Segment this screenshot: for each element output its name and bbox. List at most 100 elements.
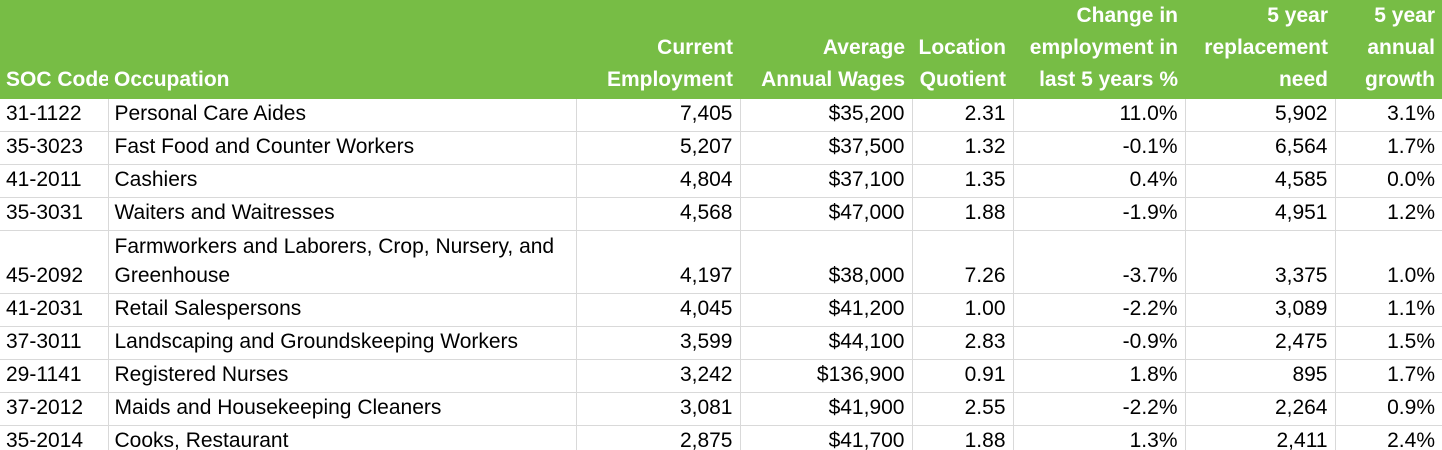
cell-current-employment[interactable]: 3,081: [576, 392, 741, 426]
table-row: 29-1141 Registered Nurses 3,242 $136,900…: [0, 359, 1442, 393]
cell-current-employment[interactable]: 4,045: [576, 293, 741, 327]
cell-location-quotient[interactable]: 1.00: [912, 293, 1014, 327]
cell-soc-code[interactable]: 41-2031: [0, 293, 109, 327]
cell-replacement-need[interactable]: 3,089: [1185, 293, 1336, 327]
table-row: 45-2092 Farmworkers and Laborers, Crop, …: [0, 230, 1442, 294]
cell-replacement-need[interactable]: 6,564: [1185, 131, 1336, 165]
header-line: annual: [1367, 36, 1435, 59]
cell-change-in-employment[interactable]: 0.4%: [1013, 164, 1186, 198]
cell-location-quotient[interactable]: 0.91: [912, 359, 1014, 393]
cell-location-quotient[interactable]: 7.26: [912, 230, 1014, 294]
cell-replacement-need[interactable]: 2,264: [1185, 392, 1336, 426]
cell-annual-growth[interactable]: 0.9%: [1335, 392, 1442, 426]
cell-annual-growth[interactable]: 1.0%: [1335, 230, 1442, 294]
cell-soc-code[interactable]: 37-2012: [0, 392, 109, 426]
header-location-quotient[interactable]: Location Quotient: [912, 0, 1013, 99]
header-current-employment[interactable]: Current Employment: [576, 0, 740, 99]
cell-replacement-need[interactable]: 895: [1185, 359, 1336, 393]
cell-annual-growth[interactable]: 2.4%: [1335, 425, 1442, 450]
cell-occupation[interactable]: Fast Food and Counter Workers: [108, 131, 577, 165]
cell-current-employment[interactable]: 3,599: [576, 326, 741, 360]
cell-occupation[interactable]: Cashiers: [108, 164, 577, 198]
cell-soc-code[interactable]: 31-1122: [0, 99, 109, 132]
cell-annual-growth[interactable]: 1.1%: [1335, 293, 1442, 327]
cell-annual-growth[interactable]: 0.0%: [1335, 164, 1442, 198]
header-line: Current: [657, 36, 733, 59]
header-occupation[interactable]: Occupation: [108, 0, 576, 99]
cell-soc-code[interactable]: 35-2014: [0, 425, 109, 450]
cell-location-quotient[interactable]: 1.88: [912, 197, 1014, 231]
header-annual-growth[interactable]: 5 year annual growth: [1335, 0, 1442, 99]
cell-change-in-employment[interactable]: -3.7%: [1013, 230, 1186, 294]
cell-current-employment[interactable]: 2,875: [576, 425, 741, 450]
header-line: 5 year: [1267, 4, 1328, 27]
cell-current-employment[interactable]: 4,804: [576, 164, 741, 198]
cell-annual-growth[interactable]: 1.7%: [1335, 359, 1442, 393]
cell-annual-growth[interactable]: 1.5%: [1335, 326, 1442, 360]
cell-replacement-need[interactable]: 4,951: [1185, 197, 1336, 231]
cell-soc-code[interactable]: 37-3011: [0, 326, 109, 360]
header-average-annual-wages[interactable]: Average Annual Wages: [740, 0, 912, 99]
cell-location-quotient[interactable]: 2.55: [912, 392, 1014, 426]
cell-occupation[interactable]: Landscaping and Groundskeeping Workers: [108, 326, 577, 360]
header-line: Quotient: [919, 68, 1006, 91]
cell-change-in-employment[interactable]: -2.2%: [1013, 293, 1186, 327]
cell-average-annual-wages[interactable]: $37,100: [740, 164, 913, 198]
cell-change-in-employment[interactable]: -2.2%: [1013, 392, 1186, 426]
header-replacement-need[interactable]: 5 year replacement need: [1185, 0, 1335, 99]
cell-replacement-need[interactable]: 3,375: [1185, 230, 1336, 294]
cell-current-employment[interactable]: 4,197: [576, 230, 741, 294]
cell-soc-code[interactable]: 35-3023: [0, 131, 109, 165]
cell-soc-code[interactable]: 35-3031: [0, 197, 109, 231]
cell-soc-code[interactable]: 45-2092: [0, 230, 109, 294]
header-change-in-employment[interactable]: Change in employment in last 5 years %: [1013, 0, 1185, 99]
cell-current-employment[interactable]: 4,568: [576, 197, 741, 231]
cell-annual-growth[interactable]: 3.1%: [1335, 99, 1442, 132]
cell-location-quotient[interactable]: 1.88: [912, 425, 1014, 450]
cell-soc-code[interactable]: 41-2011: [0, 164, 109, 198]
cell-replacement-need[interactable]: 2,411: [1185, 425, 1336, 450]
cell-average-annual-wages[interactable]: $38,000: [740, 230, 913, 294]
cell-change-in-employment[interactable]: -0.9%: [1013, 326, 1186, 360]
cell-current-employment[interactable]: 7,405: [576, 99, 741, 132]
cell-change-in-employment[interactable]: -0.1%: [1013, 131, 1186, 165]
cell-current-employment[interactable]: 3,242: [576, 359, 741, 393]
cell-location-quotient[interactable]: 1.35: [912, 164, 1014, 198]
cell-change-in-employment[interactable]: 11.0%: [1013, 99, 1186, 132]
cell-change-in-employment[interactable]: -1.9%: [1013, 197, 1186, 231]
cell-location-quotient[interactable]: 1.32: [912, 131, 1014, 165]
cell-occupation[interactable]: Waiters and Waitresses: [108, 197, 577, 231]
header-line: last 5 years %: [1039, 68, 1178, 91]
cell-location-quotient[interactable]: 2.31: [912, 99, 1014, 132]
cell-occupation[interactable]: Cooks, Restaurant: [108, 425, 577, 450]
cell-annual-growth[interactable]: 1.7%: [1335, 131, 1442, 165]
cell-occupation[interactable]: Retail Salespersons: [108, 293, 577, 327]
cell-average-annual-wages[interactable]: $44,100: [740, 326, 913, 360]
cell-average-annual-wages[interactable]: $41,900: [740, 392, 913, 426]
header-soc-code[interactable]: SOC Code: [0, 0, 108, 99]
cell-average-annual-wages[interactable]: $136,900: [740, 359, 913, 393]
cell-average-annual-wages[interactable]: $37,500: [740, 131, 913, 165]
cell-location-quotient[interactable]: 2.83: [912, 326, 1014, 360]
header-line: Occupation: [114, 68, 230, 91]
header-line: SOC Code: [6, 68, 108, 91]
cell-change-in-employment[interactable]: 1.8%: [1013, 359, 1186, 393]
cell-replacement-need[interactable]: 2,475: [1185, 326, 1336, 360]
cell-replacement-need[interactable]: 5,902: [1185, 99, 1336, 132]
table-row: 31-1122 Personal Care Aides 7,405 $35,20…: [0, 99, 1442, 132]
cell-occupation[interactable]: Registered Nurses: [108, 359, 577, 393]
cell-occupation[interactable]: Personal Care Aides: [108, 99, 577, 132]
cell-soc-code[interactable]: 29-1141: [0, 359, 109, 393]
cell-occupation[interactable]: Maids and Housekeeping Cleaners: [108, 392, 577, 426]
cell-occupation[interactable]: Farmworkers and Laborers, Crop, Nursery,…: [108, 230, 577, 294]
cell-current-employment[interactable]: 5,207: [576, 131, 741, 165]
cell-replacement-need[interactable]: 4,585: [1185, 164, 1336, 198]
cell-average-annual-wages[interactable]: $41,200: [740, 293, 913, 327]
cell-average-annual-wages[interactable]: $41,700: [740, 425, 913, 450]
cell-change-in-employment[interactable]: 1.3%: [1013, 425, 1186, 450]
cell-average-annual-wages[interactable]: $35,200: [740, 99, 913, 132]
cell-annual-growth[interactable]: 1.2%: [1335, 197, 1442, 231]
table-header: SOC Code Occupation Current Employment A…: [0, 0, 1442, 99]
cell-average-annual-wages[interactable]: $47,000: [740, 197, 913, 231]
